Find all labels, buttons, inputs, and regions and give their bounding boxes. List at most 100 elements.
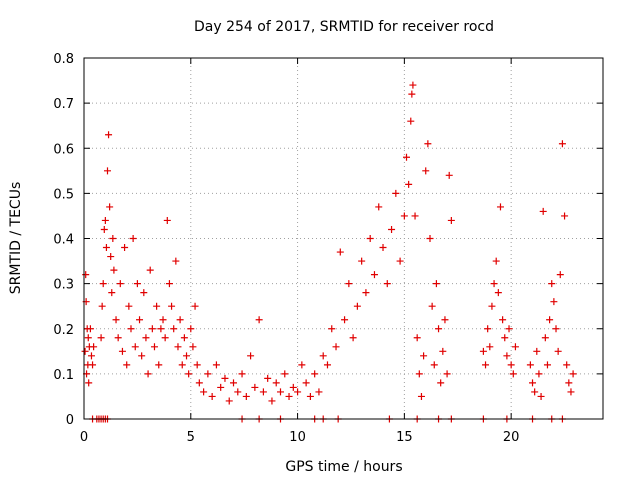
data-point (507, 361, 515, 369)
data-point (315, 388, 323, 396)
data-point (172, 257, 180, 265)
data-point (503, 352, 511, 360)
data-point (554, 347, 562, 355)
data-point (281, 370, 289, 378)
data-point (107, 253, 115, 261)
data-point (358, 257, 366, 265)
data-point (225, 397, 233, 405)
data-point (383, 280, 391, 288)
data-point (100, 225, 108, 233)
data-point (285, 392, 293, 400)
data-point (85, 379, 93, 387)
data-point (533, 347, 541, 355)
data-point (328, 325, 336, 333)
data-point (494, 289, 502, 297)
data-point (415, 370, 423, 378)
data-point (509, 370, 517, 378)
data-point (511, 343, 519, 351)
data-point (90, 343, 98, 351)
data-point (200, 388, 208, 396)
data-point (336, 248, 344, 256)
data-point (501, 334, 509, 342)
data-point (405, 180, 413, 188)
data-point (86, 325, 94, 333)
data-point (131, 343, 139, 351)
data-point (191, 302, 199, 310)
data-point (362, 289, 370, 297)
data-point (323, 361, 331, 369)
data-point (492, 257, 500, 265)
data-point (306, 392, 314, 400)
data-point (543, 361, 551, 369)
x-tick-label: 15 (396, 430, 413, 445)
y-tick-label: 0.7 (53, 97, 74, 112)
chart-title: Day 254 of 2017, SRMTID for receiver roc… (194, 19, 494, 35)
data-point (138, 352, 146, 360)
data-point (482, 361, 490, 369)
data-point (187, 325, 195, 333)
data-point (302, 379, 310, 387)
data-point (349, 334, 357, 342)
data-point (413, 334, 421, 342)
data-point (264, 374, 272, 382)
data-point (183, 352, 191, 360)
data-point (259, 388, 267, 396)
x-axis-label: GPS time / hours (285, 459, 402, 475)
data-point (445, 171, 453, 179)
data-point (163, 216, 171, 224)
data-point (486, 343, 494, 351)
data-point (505, 325, 513, 333)
data-point (140, 289, 148, 297)
data-point (499, 316, 507, 324)
data-point (157, 325, 165, 333)
data-point (370, 271, 378, 279)
data-point (176, 316, 184, 324)
data-point (435, 325, 443, 333)
data-point (353, 302, 361, 310)
y-axis-label: SRMTID / TECUs (8, 182, 24, 295)
data-point (133, 280, 141, 288)
data-point (289, 383, 297, 391)
x-tick-label: 0 (80, 430, 88, 445)
data-point (153, 302, 161, 310)
data-point (165, 280, 173, 288)
data-point (146, 266, 154, 274)
data-point (180, 334, 188, 342)
data-point (424, 140, 432, 148)
data-point (396, 257, 404, 265)
data-point (479, 347, 487, 355)
y-tick-label: 0 (66, 413, 74, 428)
data-point (490, 280, 498, 288)
data-point (204, 370, 212, 378)
data-point (550, 298, 558, 306)
data-point (531, 388, 539, 396)
data-point (311, 370, 319, 378)
data-point (221, 374, 229, 382)
data-point (136, 316, 144, 324)
data-point (426, 235, 434, 242)
data-point (298, 361, 306, 369)
data-point (103, 167, 111, 175)
data-point (170, 325, 178, 333)
data-point (189, 343, 197, 351)
data-point (127, 325, 135, 333)
data-point (125, 302, 133, 310)
data-point (109, 235, 117, 242)
y-tick-label: 0.2 (53, 323, 74, 338)
data-point (294, 388, 302, 396)
data-point (407, 117, 415, 125)
data-point (563, 361, 571, 369)
data-point (558, 140, 566, 148)
data-point (422, 167, 430, 175)
data-point (496, 203, 504, 211)
data-point (388, 225, 396, 233)
data-point (108, 289, 116, 297)
data-point (155, 361, 163, 369)
data-point (116, 280, 124, 288)
y-tick-label: 0.3 (53, 278, 74, 293)
data-point (178, 361, 186, 369)
data-point (268, 397, 276, 405)
data-point (159, 316, 167, 324)
data-point (84, 334, 92, 342)
